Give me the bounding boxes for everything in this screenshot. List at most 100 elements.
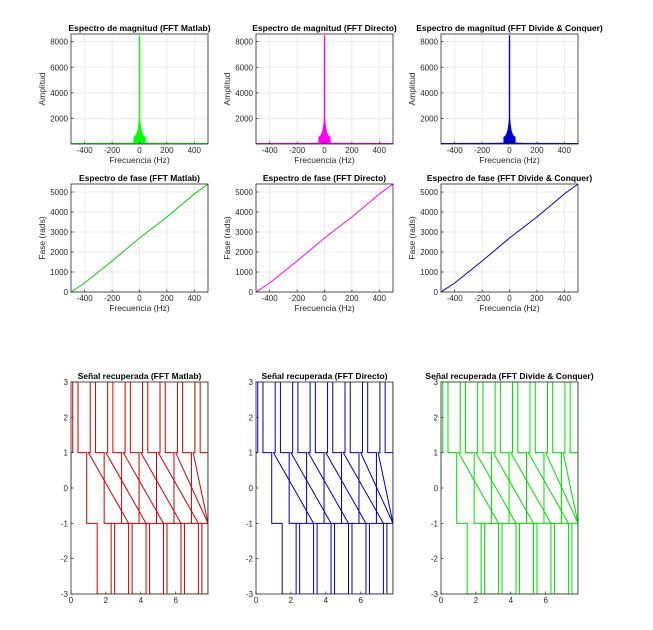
- y-tick-label-0: 0: [434, 288, 439, 297]
- chart-title: Espectro de magnitud (FFT Divide & Conqu…: [416, 23, 603, 33]
- x-tick-label-2: 4: [509, 596, 514, 605]
- y-axis-label: Amplitud: [37, 72, 47, 105]
- x-tick-label-2: 0: [507, 294, 512, 303]
- x-tick-label-1: -200: [104, 294, 121, 303]
- x-tick-label-2: 0: [322, 294, 327, 303]
- x-tick-label-0: -400: [262, 294, 279, 303]
- x-tick-label-3: 200: [345, 294, 359, 303]
- y-tick-label-1: -2: [61, 555, 69, 564]
- chart-title: Señal recuperada (FFT Directo): [261, 371, 387, 381]
- chart-panel-ph1: -400 -200 0 200 400010002000300040005000Espe…: [37, 173, 209, 313]
- signal-series-line: [441, 382, 578, 594]
- signal-series-line: [71, 382, 208, 594]
- y-tick-label-0: 2000: [420, 114, 438, 123]
- chart-title: Espectro de fase (FFT Directo): [263, 173, 386, 183]
- phase-series-line: [256, 184, 393, 292]
- x-tick-label-0: -400: [447, 146, 464, 155]
- y-tick-label-0: 2000: [235, 114, 253, 123]
- phase-series-line: [441, 184, 578, 292]
- y-tick-label-3: 8000: [50, 38, 68, 47]
- x-tick-label-2: 4: [324, 596, 329, 605]
- y-tick-label-3: 3000: [50, 228, 68, 237]
- y-tick-label-1: 4000: [235, 89, 253, 98]
- x-tick-label-4: 400: [373, 146, 387, 155]
- x-axis-label: Frecuencia (Hz): [479, 303, 540, 313]
- y-tick-label-0: 2000: [50, 114, 68, 123]
- chart-panel-mag1: -400 -200 0 200 400 2000 4000 6000 8000Espectro …: [37, 23, 211, 165]
- y-tick-label-2: -1: [431, 519, 439, 528]
- x-tick-label-1: -200: [474, 146, 491, 155]
- x-tick-label-2: 0: [137, 294, 142, 303]
- y-tick-label-5: 2: [249, 413, 254, 422]
- y-tick-label-3: 3000: [235, 228, 253, 237]
- y-tick-label-0: 0: [249, 288, 254, 297]
- y-tick-label-2: 6000: [420, 63, 438, 72]
- y-axis-label: Fase (rads): [37, 216, 47, 260]
- y-tick-label-3: 0: [249, 484, 254, 493]
- y-tick-label-5: 2: [64, 413, 69, 422]
- y-tick-label-2: 2000: [235, 248, 253, 257]
- y-tick-label-1: 1000: [420, 268, 438, 277]
- y-tick-label-1: -2: [431, 555, 439, 564]
- y-tick-label-6: 3: [249, 378, 254, 387]
- x-tick-label-3: 200: [160, 294, 174, 303]
- y-tick-label-3: 8000: [235, 38, 253, 47]
- y-tick-label-4: 1: [64, 449, 69, 458]
- y-tick-label-1: 1000: [235, 268, 253, 277]
- x-axis-label: Frecuencia (Hz): [294, 155, 355, 165]
- x-tick-label-1: -200: [289, 146, 306, 155]
- x-axis-label: Frecuencia (Hz): [109, 155, 170, 165]
- x-tick-label-1: 2: [474, 596, 479, 605]
- y-tick-label-1: 4000: [420, 89, 438, 98]
- chart-panel-mag3: -400 -200 0 200 400 2000 4000 6000 8000 Espectro …: [407, 23, 603, 165]
- x-tick-label-2: 0: [322, 146, 327, 155]
- y-tick-label-1: -2: [246, 555, 254, 564]
- y-tick-label-4: 4000: [50, 208, 68, 217]
- x-axis-label: Frecuencia (Hz): [109, 303, 170, 313]
- y-axis-label: Fase (rads): [407, 216, 417, 260]
- x-tick-label-3: 200: [160, 146, 174, 155]
- chart-title: Señal recuperada (FFT Matlab): [78, 371, 202, 381]
- chart-panel-sig1: 0 2 4 6 -3 -2 -1 0 1 2 3 Señal recuperada (FFT Matl…: [61, 371, 209, 605]
- y-axis-label: Amplitud: [407, 72, 417, 105]
- y-tick-label-2: -1: [246, 519, 254, 528]
- chart-title: Espectro de magnitud (FFT Directo): [252, 23, 397, 33]
- chart-title: Espectro de fase (FFT Divide & Conquer): [427, 173, 592, 183]
- x-tick-label-1: -200: [474, 294, 491, 303]
- phase-series-line: [71, 184, 208, 292]
- y-tick-label-4: 1: [249, 449, 254, 458]
- signal-series-line: [256, 382, 393, 594]
- y-tick-label-3: 8000: [420, 38, 438, 47]
- x-tick-label-3: 6: [358, 596, 363, 605]
- y-tick-label-5: 5000: [235, 188, 253, 197]
- x-tick-label-0: -400: [447, 294, 464, 303]
- x-tick-label-0: 0: [439, 596, 444, 605]
- x-tick-label-0: -400: [77, 294, 94, 303]
- x-tick-label-0: -400: [262, 146, 279, 155]
- y-tick-label-2: 2000: [420, 248, 438, 257]
- y-tick-label-0: -3: [431, 590, 439, 599]
- y-tick-label-2: -1: [61, 519, 69, 528]
- y-tick-label-1: 4000: [50, 89, 68, 98]
- x-tick-label-1: -200: [289, 294, 306, 303]
- y-axis-label: Fase (rads): [222, 216, 232, 260]
- y-tick-label-5: 2: [434, 413, 439, 422]
- y-tick-label-3: 0: [434, 484, 439, 493]
- chart-title: Señal recuperada (FFT Divide & Conquer): [425, 371, 593, 381]
- y-axis-label: Amplitud: [222, 72, 232, 105]
- chart-panel-ph2: -400 -200 0 200 400010002000300040005000Espe…: [222, 173, 394, 313]
- y-tick-label-3: 3000: [420, 228, 438, 237]
- x-tick-label-0: 0: [254, 596, 259, 605]
- x-tick-label-1: -200: [104, 146, 121, 155]
- y-tick-label-4: 1: [434, 449, 439, 458]
- y-tick-label-5: 5000: [50, 188, 68, 197]
- x-tick-label-4: 400: [558, 294, 572, 303]
- y-tick-label-6: 3: [64, 378, 69, 387]
- x-tick-label-0: -400: [77, 146, 94, 155]
- y-tick-label-2: 6000: [235, 63, 253, 72]
- y-tick-label-4: 4000: [235, 208, 253, 217]
- x-axis-label: Frecuencia (Hz): [479, 155, 540, 165]
- x-tick-label-4: 400: [373, 294, 387, 303]
